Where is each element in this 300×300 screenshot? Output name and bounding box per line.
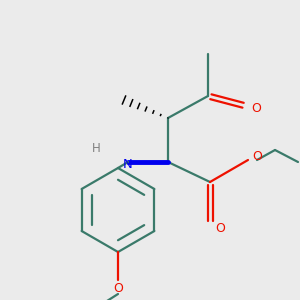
Text: O: O bbox=[251, 101, 261, 115]
Text: H: H bbox=[92, 142, 100, 154]
Text: O: O bbox=[215, 223, 225, 236]
Text: O: O bbox=[252, 151, 262, 164]
Text: N: N bbox=[123, 158, 133, 170]
Text: O: O bbox=[113, 281, 123, 295]
